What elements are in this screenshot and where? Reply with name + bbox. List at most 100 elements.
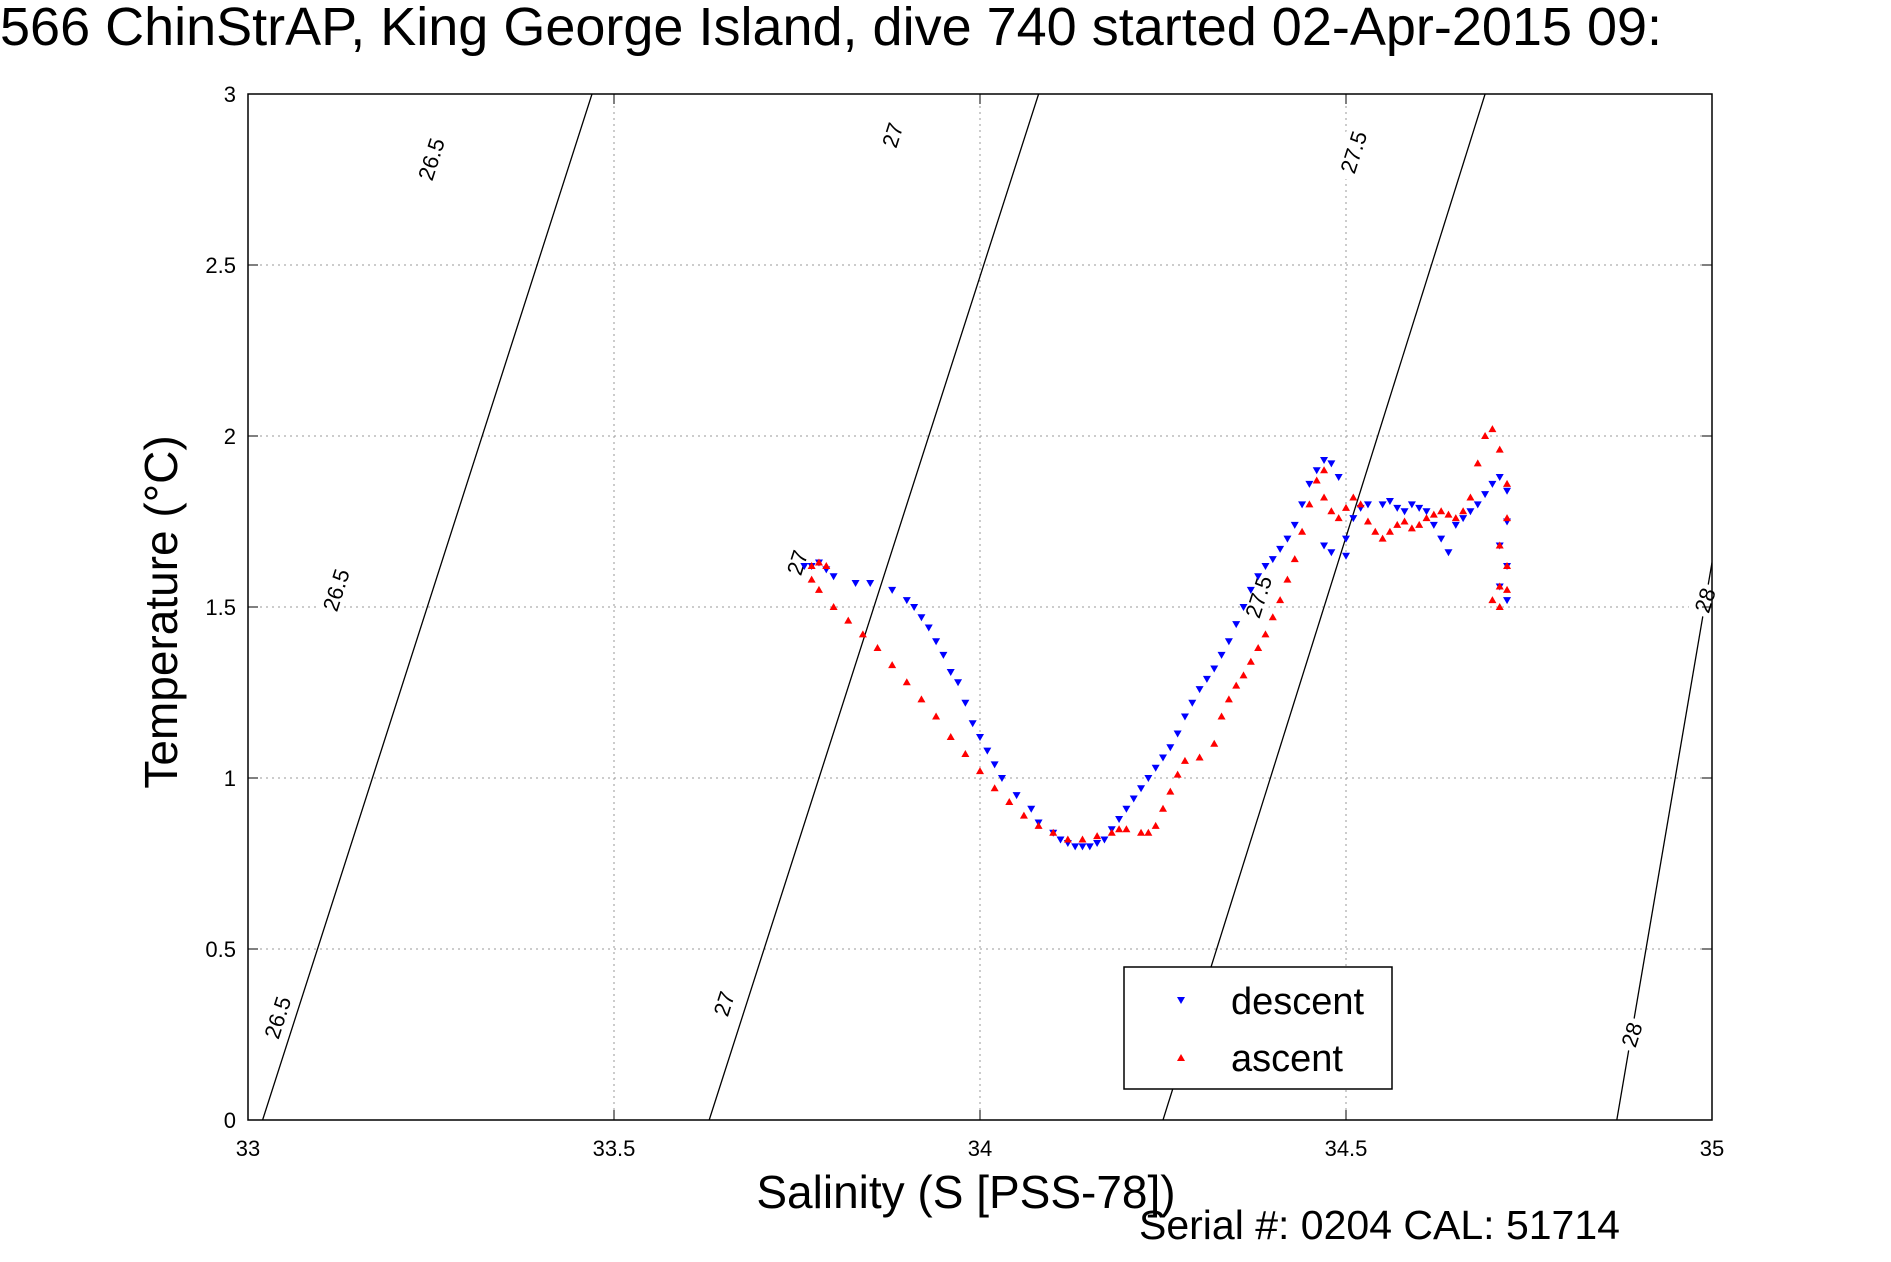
- ascent-point: [858, 630, 867, 638]
- descent-point: [932, 638, 941, 646]
- legend-ascent-label: ascent: [1231, 1038, 1343, 1080]
- ascent-point: [1290, 555, 1299, 563]
- descent-point: [1100, 836, 1109, 844]
- descent-point: [1312, 467, 1321, 475]
- descent-point: [1085, 843, 1094, 851]
- x-tick-label: 34: [968, 1136, 992, 1161]
- descent-point: [1290, 521, 1299, 529]
- ascent-point: [1473, 459, 1482, 467]
- x-axis-label: Salinity (S [PSS-78]): [756, 1166, 1175, 1218]
- legend-descent-label: descent: [1231, 981, 1365, 1023]
- ascent-point: [1195, 753, 1204, 761]
- legend-box: [1123, 966, 1393, 1090]
- ascent-point: [1078, 835, 1087, 843]
- descent-point: [976, 733, 984, 741]
- ascent-point: [1122, 825, 1131, 833]
- descent-point: [902, 597, 911, 605]
- descent-point: [1012, 792, 1021, 800]
- ascent-point: [1276, 596, 1285, 604]
- descent-point: [1246, 586, 1255, 594]
- descent-point: [1342, 535, 1350, 543]
- x-tick-label: 34.5: [1325, 1136, 1368, 1161]
- descent-point: [1261, 562, 1270, 570]
- descent-point: [1173, 730, 1182, 738]
- ascent-point: [976, 767, 984, 775]
- ascent-point: [990, 784, 999, 792]
- ascent-point: [1503, 479, 1512, 487]
- descent-point: [888, 586, 897, 594]
- legend-descent-marker: [1177, 997, 1185, 1004]
- ascent-point: [1371, 527, 1380, 535]
- y-tick-label: 0: [224, 1108, 236, 1133]
- descent-point: [910, 604, 919, 611]
- descent-point: [1202, 675, 1211, 683]
- descent-point: [1137, 785, 1146, 793]
- ascent-point: [1385, 527, 1394, 535]
- descent-point: [1268, 556, 1277, 564]
- descent-point: [1503, 487, 1512, 495]
- descent-point: [1327, 549, 1336, 557]
- descent-point: [1151, 764, 1160, 772]
- descent-point: [997, 775, 1006, 782]
- descent-point: [1283, 535, 1292, 543]
- descent-point: [1115, 816, 1124, 824]
- density-contour-line: [261, 94, 593, 1120]
- contour-label-bg: [779, 543, 815, 582]
- contour-label-bg: [314, 559, 357, 621]
- descent-point: [1027, 805, 1036, 813]
- ascent-point: [807, 561, 816, 569]
- ascent-point: [1180, 756, 1189, 764]
- ascent-point: [1034, 821, 1043, 829]
- y-axis-label: Temperature (°C): [135, 435, 187, 788]
- ascent-point: [1137, 828, 1146, 836]
- ascent-point: [1246, 657, 1255, 665]
- y-tick-label: 2: [224, 424, 236, 449]
- serial-cal-label: Serial #: 0204 CAL: 51714: [1139, 1202, 1620, 1248]
- ascent-point: [1144, 828, 1153, 836]
- axis-ticks: 33 33.5 34 34.5 35 0 0.5 1 1.5 2 2.5 3: [205, 82, 1724, 1161]
- ascent-point: [1503, 561, 1512, 569]
- ascent-point: [1407, 524, 1416, 532]
- ascent-point: [1049, 828, 1058, 836]
- descent-point: [990, 761, 999, 769]
- descent-point: [1495, 474, 1504, 482]
- descent-point: [1393, 504, 1402, 512]
- descent-point: [1232, 621, 1241, 629]
- chart-title: 566 ChinStrAP, King George Island, dive …: [0, 0, 1663, 57]
- y-tick-label: 3: [224, 82, 236, 107]
- ascent-point: [1115, 825, 1124, 833]
- contour-label-bg: [1237, 566, 1280, 628]
- ascent-point: [1444, 510, 1453, 518]
- descent-point: [961, 699, 970, 707]
- ascent-point: [1173, 770, 1182, 778]
- ascent-point: [946, 732, 955, 740]
- x-tick-label: 33.5: [593, 1136, 636, 1161]
- y-tick-label: 0.5: [205, 937, 236, 962]
- ascent-point: [1217, 712, 1226, 720]
- contour-label-bg: [1687, 580, 1722, 620]
- y-tick-label: 2.5: [205, 253, 236, 278]
- descent-point: [1056, 836, 1065, 844]
- ascent-point: [1451, 514, 1460, 522]
- ascent-point: [1063, 835, 1072, 843]
- ascent-point: [1320, 493, 1329, 501]
- descent-point: [1385, 497, 1394, 505]
- grid: [248, 94, 1712, 1120]
- legend: descent ascent: [1123, 966, 1393, 1090]
- ascent-point: [1481, 432, 1490, 439]
- ascent-point: [1415, 520, 1424, 528]
- ascent-point: [1437, 507, 1446, 515]
- descent-point: [1400, 508, 1409, 516]
- contour-label-bg: [706, 984, 742, 1023]
- ascent-point: [1283, 575, 1292, 583]
- descent-point: [1334, 474, 1343, 482]
- descent-point: [1298, 501, 1307, 509]
- ascent-point: [822, 561, 831, 569]
- ascent-point: [829, 603, 838, 610]
- ascent-point: [1305, 500, 1314, 508]
- ascent-point: [1466, 493, 1475, 501]
- ascent-point: [1005, 797, 1014, 805]
- ascent-point: [814, 585, 823, 593]
- descent-point: [829, 573, 838, 581]
